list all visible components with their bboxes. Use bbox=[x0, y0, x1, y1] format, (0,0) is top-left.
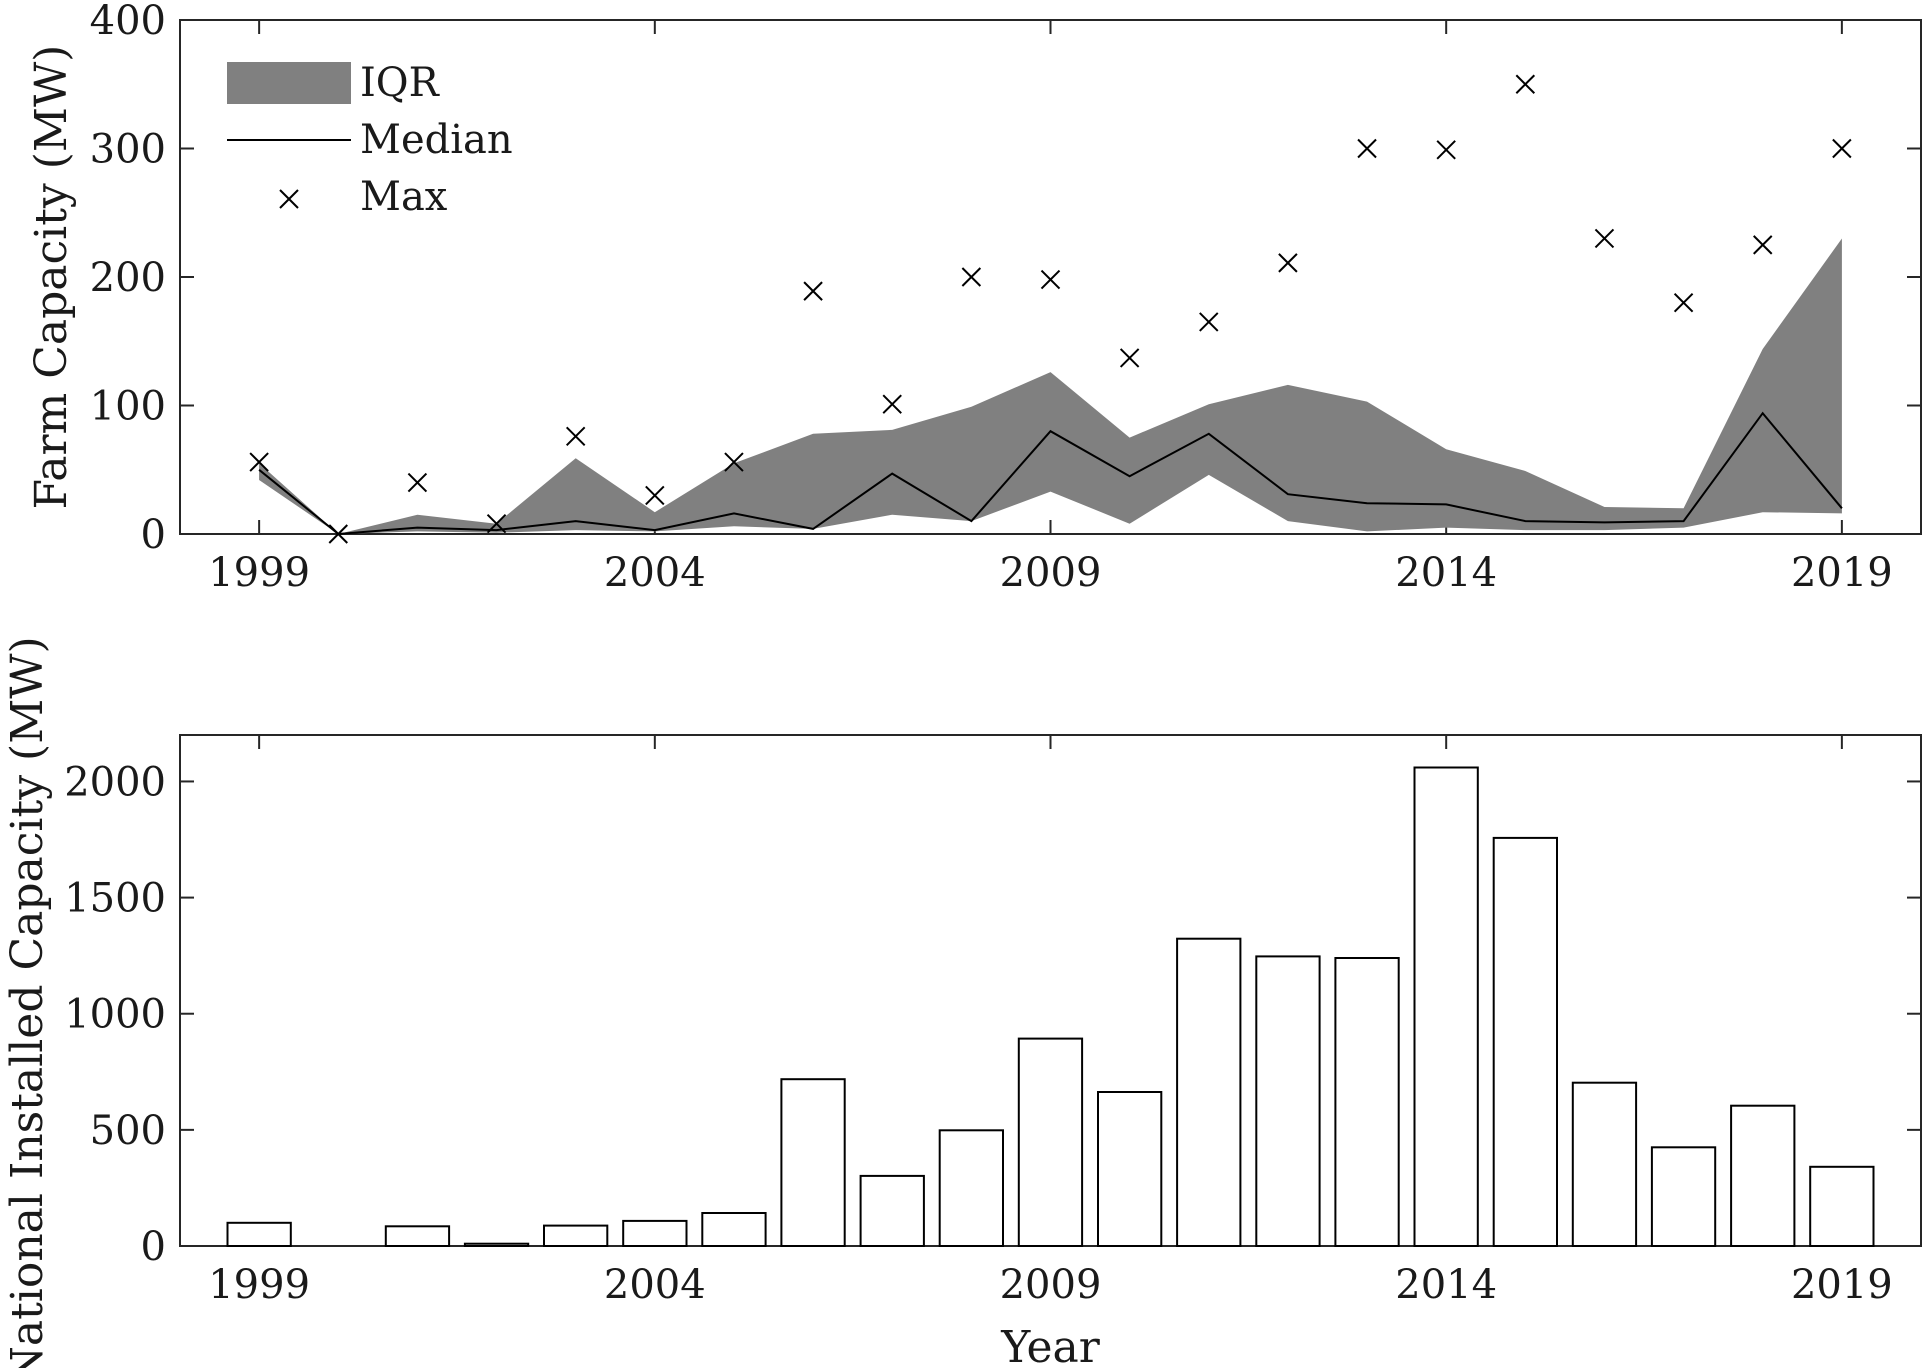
national-ylabel: National Installed Capacity (MW) bbox=[2, 636, 53, 1368]
max-marker-stroke bbox=[1199, 312, 1219, 332]
national-bar bbox=[622, 1219, 688, 1248]
max-marker bbox=[249, 452, 269, 472]
max-marker bbox=[486, 514, 507, 534]
national-ytick-label: 1500 bbox=[64, 876, 166, 922]
max-marker-stroke bbox=[1357, 138, 1377, 159]
max-marker-stroke bbox=[249, 452, 269, 472]
farm-ytick-label: 200 bbox=[90, 255, 166, 301]
farm-ytick-label: 0 bbox=[141, 512, 166, 558]
national-bar bbox=[1571, 1081, 1638, 1247]
farm-ytick-label: 100 bbox=[90, 384, 166, 430]
max-marker bbox=[1832, 138, 1852, 159]
max-marker bbox=[1040, 269, 1061, 290]
national-bar bbox=[1809, 1165, 1875, 1248]
legend-median-label: Median bbox=[360, 117, 513, 163]
national-xlabel: Year bbox=[1000, 1322, 1100, 1368]
farm-ytick-label: 300 bbox=[90, 127, 166, 173]
max-marker-stroke bbox=[882, 394, 902, 414]
farm-xtick-label: 2014 bbox=[1395, 550, 1497, 596]
farm-ytick-label: 400 bbox=[90, 0, 166, 44]
max-marker-stroke bbox=[1278, 253, 1298, 273]
max-marker bbox=[565, 426, 586, 447]
max-marker bbox=[1753, 235, 1773, 255]
max-marker bbox=[1515, 74, 1536, 94]
iqr-band bbox=[259, 238, 1842, 534]
max-marker-stroke bbox=[1436, 140, 1456, 160]
max-marker-stroke bbox=[328, 524, 348, 544]
national-xtick-label: 1999 bbox=[208, 1262, 310, 1308]
farm-xtick-label: 2019 bbox=[1791, 550, 1893, 596]
national-xtick-label: 2009 bbox=[1000, 1262, 1102, 1308]
max-marker bbox=[724, 452, 744, 472]
max-marker-stroke bbox=[486, 514, 507, 534]
national-bar bbox=[463, 1242, 530, 1247]
national-bar bbox=[1334, 957, 1400, 1247]
max-marker bbox=[882, 394, 902, 414]
max-marker bbox=[1119, 348, 1140, 368]
national-bar bbox=[1650, 1146, 1717, 1248]
national-xtick-label: 2014 bbox=[1395, 1262, 1497, 1308]
max-marker bbox=[1199, 312, 1219, 332]
national-capacity-panel: 1999 2004 2009 2014 2019 0 500 1000 1500 2000 Year… bbox=[2, 636, 1922, 1368]
national-bar bbox=[1413, 766, 1479, 1247]
max-marker bbox=[1278, 253, 1298, 273]
national-bar bbox=[1492, 836, 1558, 1248]
national-bar bbox=[543, 1224, 609, 1247]
farm-ylabel: Farm Capacity (MW) bbox=[26, 45, 77, 510]
national-bar bbox=[1255, 955, 1321, 1248]
national-ytick-label: 2000 bbox=[64, 759, 166, 805]
max-marker bbox=[1357, 138, 1377, 159]
farm-xtick-label: 2009 bbox=[1000, 550, 1102, 596]
max-marker-stroke bbox=[645, 485, 665, 506]
legend: IQR Median Max bbox=[227, 60, 513, 220]
national-ytick-label: 0 bbox=[141, 1224, 166, 1270]
national-bar bbox=[1730, 1104, 1796, 1247]
median-line bbox=[258, 411, 1843, 536]
max-marker-stroke bbox=[1594, 228, 1615, 249]
national-bar bbox=[938, 1129, 1005, 1248]
farm-xtick-label: 2004 bbox=[604, 550, 706, 596]
max-marker bbox=[803, 281, 823, 301]
legend-iqr-swatch bbox=[227, 62, 351, 104]
max-marker bbox=[328, 524, 348, 544]
max-marker-stroke bbox=[961, 267, 982, 287]
farm-xtick-label: 1999 bbox=[208, 550, 310, 596]
national-bar bbox=[1097, 1091, 1163, 1247]
max-marker bbox=[1673, 292, 1694, 313]
national-bar bbox=[226, 1221, 292, 1248]
max-marker-stroke bbox=[1753, 235, 1773, 255]
national-bar bbox=[780, 1078, 846, 1247]
max-marker-stroke bbox=[407, 472, 428, 493]
national-bar bbox=[384, 1225, 451, 1248]
max-marker-stroke bbox=[1673, 292, 1694, 313]
national-bar bbox=[859, 1174, 925, 1248]
national-ytick-label: 500 bbox=[90, 1108, 166, 1154]
max-marker-stroke bbox=[1515, 74, 1536, 94]
max-marker bbox=[407, 472, 428, 493]
max-marker-stroke bbox=[803, 281, 823, 301]
national-xtick-label: 2019 bbox=[1791, 1262, 1893, 1308]
national-xtick-label: 2004 bbox=[604, 1262, 706, 1308]
max-marker bbox=[1436, 140, 1456, 160]
national-bar bbox=[701, 1212, 767, 1247]
legend-max-label: Max bbox=[360, 174, 448, 220]
max-marker-stroke bbox=[1832, 138, 1852, 159]
farm-capacity-panel: 1999 2004 2009 2014 2019 0 100 200 300 400 IQR Medi… bbox=[26, 0, 1922, 596]
max-marker-stroke bbox=[1119, 348, 1140, 368]
max-marker-stroke bbox=[565, 426, 586, 447]
max-marker-stroke bbox=[1040, 269, 1061, 290]
national-bar bbox=[1017, 1037, 1084, 1247]
legend-max-swatch bbox=[279, 189, 299, 209]
max-marker bbox=[961, 267, 982, 287]
max-marker bbox=[1594, 228, 1615, 249]
national-ytick-label: 1000 bbox=[64, 992, 166, 1038]
max-marker-stroke bbox=[724, 452, 744, 472]
legend-iqr-label: IQR bbox=[360, 60, 441, 106]
national-bar bbox=[1176, 937, 1242, 1247]
max-marker bbox=[645, 485, 665, 506]
